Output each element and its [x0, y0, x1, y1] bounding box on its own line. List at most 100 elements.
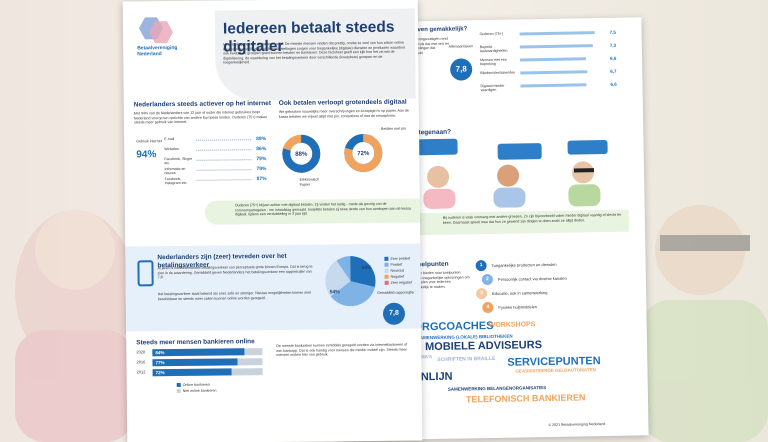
cloud-word: MOBIELE ADVISEURS — [424, 339, 543, 354]
legend-swatch — [176, 382, 181, 388]
legend-label: Zeer positief — [390, 256, 411, 261]
legend-label: Zeer negatief — [390, 280, 412, 285]
paragraph: Het betalingsverkeer staat bekend als sn… — [157, 290, 311, 301]
donut: 72% — [344, 134, 383, 173]
legend-swatch — [384, 262, 389, 267]
logo-mark — [138, 17, 174, 44]
year: 2012 — [136, 369, 146, 375]
donut: 88% — [282, 134, 321, 173]
item-line — [196, 169, 252, 171]
item-label: E-mail — [164, 137, 175, 142]
list-text: Fysieke hulpmiddelen — [498, 304, 538, 310]
year: 2020 — [136, 349, 146, 355]
item-label: Winkelen — [164, 146, 180, 152]
bar — [152, 348, 245, 357]
online-bars: 2020 84% 2016 77% 2012 72% Online bankieren Nie… — [136, 348, 267, 399]
row-bar — [520, 83, 587, 88]
list-text: Toegankelijke producten en diensten — [491, 261, 557, 268]
item-value: 79% — [256, 166, 267, 173]
legend-swatch — [384, 268, 389, 273]
row-label: Ouderen (75+) — [479, 31, 504, 37]
ring-share — [282, 134, 321, 173]
band: Ouderen (75+) blijven achter met digitaa… — [204, 198, 421, 225]
legend-label: Negatief — [390, 274, 404, 279]
ring-share — [344, 134, 383, 173]
heading: Ook betalen verloopt grotendeels digitaa… — [278, 98, 407, 107]
row-bar — [519, 31, 595, 36]
item-line — [196, 179, 252, 181]
row-label: Blinden/slechtzienden — [480, 70, 516, 76]
pie: 34% 54% — [325, 256, 376, 307]
bar-label: 84% — [155, 350, 165, 356]
donut-value: 88% — [295, 152, 308, 158]
slice-label: 34% — [361, 265, 372, 271]
item-value: 79% — [256, 156, 267, 163]
list-text: Educatie, ook in samenwerking — [492, 290, 548, 296]
cloud-word: TELEFONISCH BANKIEREN — [465, 392, 586, 405]
back-page: en even gemakkelijk? De uitkeringsnuttig… — [331, 17, 649, 441]
satisfaction-panel: Nederlanders zijn (zeer) tevreden over h… — [125, 243, 422, 332]
donut-label: Betalen met pin — [381, 126, 407, 131]
item-line — [196, 149, 252, 151]
front-page: Betaalvereniging Nederland Iedereen beta… — [122, 0, 423, 442]
phone-icon — [137, 260, 154, 287]
bar-label: 72% — [155, 370, 165, 376]
cloud-word: SCHRIFTEN IN BRAILLE — [437, 355, 496, 363]
note: Bij ouderen is vaak voorrang met andere … — [442, 212, 622, 225]
donut-label: Papier — [299, 182, 311, 187]
donut-value: 72% — [357, 151, 370, 157]
list-number: 4 — [482, 301, 494, 314]
note-band: Bij ouderen is vaak voorrang met andere … — [408, 209, 630, 236]
row-value: 6,7 — [610, 68, 617, 74]
list-text: Persoonlijk contact via diverse kanalen — [497, 275, 567, 282]
internet-list: E-mail 89% Winkelen 86% Facebook, Skype etc.… — [164, 136, 275, 192]
row-value: 7,5 — [609, 29, 616, 35]
people-illustration — [417, 138, 608, 210]
heading: Steeds meer mensen bankieren online — [136, 338, 255, 347]
legend-label: Niet online bankieren — [182, 388, 217, 393]
row-bar — [520, 70, 588, 75]
bar-label: 77% — [155, 360, 165, 366]
score: 7,8 — [382, 302, 406, 325]
item-label: Facebook, Instagram etc. — [164, 176, 188, 186]
score: 7,8 — [450, 58, 473, 81]
cloud-word: WORKSHOPS — [488, 321, 536, 330]
row-value: 6,6 — [609, 55, 617, 61]
item-label: Facebook, Skype etc. — [164, 156, 193, 166]
donuts: 88% Elektronisch Papier 72% Betalen met pin — [279, 127, 415, 192]
list-number: 1 — [475, 260, 487, 272]
item-line — [196, 159, 252, 161]
donut-label: Elektronisch — [299, 177, 320, 182]
copyright: © 2021 Betaalvereniging Nederland — [548, 422, 606, 428]
cloud-word: GEASSISTEERDE GELDAUTOMATEN — [515, 367, 596, 374]
total: 94% — [136, 149, 157, 161]
paragraph: De meeste bankzaken kunnen inmiddels ger… — [276, 342, 408, 358]
row-bar — [519, 44, 593, 49]
list-number: 3 — [476, 288, 488, 300]
paragraph: We gebruiken nauwelijks meer overschrijv… — [278, 108, 409, 119]
paragraph: Al jaren is het Nederlandse betalingsver… — [157, 264, 313, 280]
row-value: 7,3 — [609, 42, 617, 48]
score-list: Ouderen (75+) 7,5 Beperkt taalvaardigheden… — [480, 30, 631, 113]
legend-label: Online bankieren — [182, 382, 210, 387]
heading: Nederlanders steeds actiever op het inte… — [133, 100, 272, 109]
row-label: Mensen met een beperking — [480, 57, 507, 67]
word-cloud: ZORGCOACHES WORKSHOPS SAMENWERKING (LOKALE… — [397, 318, 629, 417]
logo: Betaalvereniging Nederland — [137, 44, 178, 58]
band-text: Ouderen (75+) blijven achter met digitaa… — [234, 201, 411, 217]
pie-slice — [350, 256, 376, 287]
pie-slice — [325, 260, 351, 297]
item-line — [196, 139, 252, 141]
cloud-word: SAMENWERKING BELANGENORGANISATIES — [447, 385, 547, 392]
legend-label: Positief — [390, 262, 403, 267]
paragraph: Met 94% van de Nederlanders van 12 jaar … — [133, 110, 268, 125]
legend-label: Neutraal — [390, 268, 405, 273]
item-value: 87% — [256, 176, 267, 183]
row-label: Beperkt taalvaardigheden — [479, 44, 508, 54]
legend-swatch — [384, 274, 389, 279]
score-label: Allemaal bijeen — [448, 44, 474, 49]
row-label: Digitaal minder vaardigen — [480, 83, 505, 93]
year: 2016 — [136, 359, 146, 365]
